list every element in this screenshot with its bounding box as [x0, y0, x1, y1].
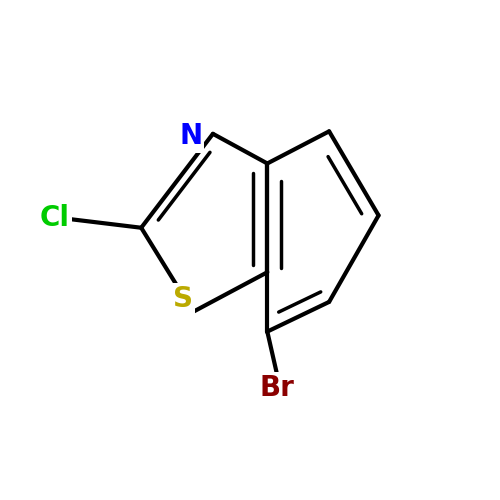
Text: N: N: [179, 122, 202, 150]
Text: Cl: Cl: [40, 204, 70, 232]
Text: S: S: [174, 286, 193, 314]
Text: Br: Br: [260, 374, 294, 402]
